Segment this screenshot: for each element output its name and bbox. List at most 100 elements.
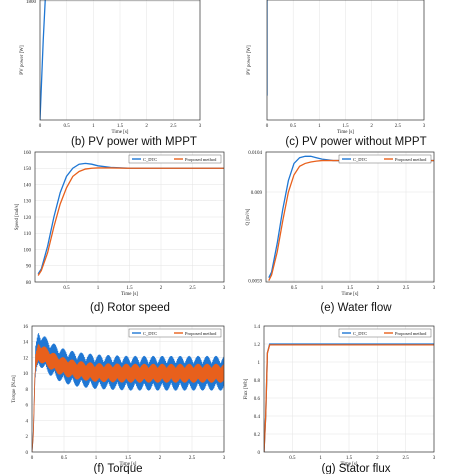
y-tick-label: 0.0104 bbox=[248, 151, 262, 156]
y-axis-label: PV power [W] bbox=[20, 45, 25, 75]
plot-frame bbox=[265, 151, 435, 283]
x-tick-label: 0.5 bbox=[63, 286, 70, 291]
figure-caption: (c) PV power without MPPT bbox=[285, 136, 426, 148]
x-tick-label: 1 bbox=[95, 456, 98, 461]
y-tick-label: 0 bbox=[26, 451, 29, 456]
series-line-proposed-method bbox=[264, 344, 434, 452]
y-tick-label: 0.009 bbox=[251, 191, 263, 196]
legend-label: Proposed method bbox=[185, 157, 217, 162]
y-tick-label: 1.2 bbox=[254, 343, 261, 348]
legend: C_DTC Proposed method bbox=[338, 154, 432, 164]
x-axis-label: Time [s] bbox=[337, 130, 354, 135]
legend: C_DTC Proposed method bbox=[338, 328, 432, 338]
x-tick-label: 1.5 bbox=[125, 456, 132, 461]
x-axis-label: Time [s] bbox=[120, 462, 137, 467]
x-tick-label: 0 bbox=[266, 124, 269, 129]
chart-d: 0.5 1 1.5 2 2.5 3 80 90 100 110 120 130 140 150 160 Tim… bbox=[15, 151, 226, 314]
legend: C_DTC Proposed method bbox=[128, 328, 222, 338]
plot-frame bbox=[39, 0, 201, 121]
x-tick-label: 1.5 bbox=[346, 456, 353, 461]
chart-g: 0.5 1 1.5 2 2.5 3 0 0.2 0.4 0.6 0.8 1 1.2 1.4 Time [s]… bbox=[244, 325, 436, 474]
x-tick-label: 3 bbox=[423, 124, 426, 129]
y-tick-label: 100 bbox=[24, 248, 32, 253]
x-axis-label: Time [s] bbox=[342, 292, 359, 297]
x-tick-label: 2 bbox=[145, 124, 148, 129]
y-axis-label: Torque [N.m] bbox=[12, 375, 17, 403]
x-tick-label: 0.5 bbox=[291, 286, 298, 291]
x-tick-label: 2.5 bbox=[189, 286, 196, 291]
y-tick-label: 120 bbox=[24, 216, 32, 221]
y-tick-label: 0 bbox=[258, 451, 261, 456]
y-tick-label: 6 bbox=[26, 404, 29, 409]
x-tick-label: 2.5 bbox=[395, 124, 402, 129]
y-axis-label: Q [m³/s] bbox=[245, 208, 251, 225]
y-tick-label: 90 bbox=[26, 265, 32, 270]
figure-caption: (e) Water flow bbox=[320, 302, 392, 314]
x-tick-label: 1.5 bbox=[342, 124, 349, 129]
x-tick-label: 3 bbox=[433, 456, 436, 461]
x-tick-label: 0 bbox=[31, 456, 34, 461]
legend: C_DTC Proposed method bbox=[128, 154, 222, 164]
x-tick-label: 2.5 bbox=[403, 456, 410, 461]
x-tick-label: 3 bbox=[433, 286, 436, 291]
y-tick-label: 160 bbox=[24, 151, 32, 156]
y-tick-label: 1 bbox=[258, 361, 261, 366]
legend-label: Proposed method bbox=[395, 331, 427, 336]
x-tick-label: 1 bbox=[318, 124, 321, 129]
chart-e: 0.5 1 1.5 2 2.5 3 0.0104 0.009 0.0059 Time [s] Q [… bbox=[245, 151, 436, 314]
y-tick-label: 150 bbox=[24, 167, 32, 172]
x-tick-label: 2 bbox=[376, 456, 379, 461]
x-tick-label: 1.5 bbox=[126, 286, 133, 291]
y-tick-label: 8 bbox=[26, 388, 29, 393]
x-tick-label: 1 bbox=[97, 286, 100, 291]
x-axis-label: Time [s] bbox=[341, 462, 358, 467]
x-axis-label: Time [s] bbox=[121, 292, 138, 297]
x-tick-label: 2 bbox=[377, 286, 380, 291]
legend-label: C_DTC bbox=[353, 157, 367, 162]
plot-frame bbox=[34, 151, 225, 283]
y-tick-label: 0.4 bbox=[254, 415, 261, 420]
chart-b: 0 0.5 1 1.5 2 2.5 3 1800 Time [s] PV power [W] (b)… bbox=[20, 0, 202, 148]
x-tick-label: 2 bbox=[159, 456, 162, 461]
plot-frame bbox=[263, 325, 435, 453]
y-tick-label: 16 bbox=[23, 325, 29, 330]
y-axis-label: Speed [rad/s] bbox=[15, 203, 20, 230]
plot-frame bbox=[31, 325, 225, 453]
legend-label: C_DTC bbox=[353, 331, 367, 336]
x-tick-label: 0.5 bbox=[290, 124, 297, 129]
x-tick-label: 2.5 bbox=[403, 286, 410, 291]
y-tick-label: 0.2 bbox=[254, 433, 261, 438]
y-tick-label: 0.8 bbox=[254, 379, 261, 384]
x-tick-label: 1 bbox=[319, 456, 322, 461]
y-tick-label: 140 bbox=[24, 183, 32, 188]
y-tick-label: 2 bbox=[26, 435, 29, 440]
plot-frame bbox=[266, 0, 425, 121]
y-tick-label: 0.0059 bbox=[248, 279, 262, 284]
x-tick-label: 1 bbox=[321, 286, 324, 291]
x-tick-label: 2.5 bbox=[189, 456, 196, 461]
x-tick-label: 2 bbox=[370, 124, 373, 129]
y-tick-label: 14 bbox=[23, 341, 29, 346]
y-tick-label: 80 bbox=[26, 281, 32, 286]
chart-f: 0 0.5 1 1.5 2 2.5 3 0 2 4 6 8 10 12 14 16 Time [s] Torque… bbox=[12, 325, 226, 474]
y-axis-label: Flux [Wb] bbox=[244, 378, 249, 399]
series-line-trace bbox=[40, 0, 46, 120]
legend-label: Proposed method bbox=[185, 331, 217, 336]
y-tick-label: 110 bbox=[24, 232, 32, 237]
y-tick-label: 1.4 bbox=[254, 325, 261, 330]
x-tick-label: 0.5 bbox=[61, 456, 68, 461]
y-tick-label: 1800 bbox=[26, 0, 37, 5]
x-tick-label: 2.5 bbox=[170, 124, 177, 129]
y-tick-label: 4 bbox=[26, 419, 29, 424]
x-tick-label: 0.5 bbox=[289, 456, 296, 461]
x-tick-label: 1.5 bbox=[117, 124, 124, 129]
series-line-proposed-method bbox=[32, 343, 224, 452]
figure-caption: (d) Rotor speed bbox=[90, 302, 170, 314]
x-tick-label: 2 bbox=[160, 286, 163, 291]
chart-c: 0 0.5 1 1.5 2 2.5 3 Time [s] PV power [W] (c) PV … bbox=[247, 0, 427, 148]
x-tick-label: 3 bbox=[199, 124, 202, 129]
y-axis-label: PV power [W] bbox=[247, 45, 252, 75]
x-tick-label: 3 bbox=[223, 456, 226, 461]
x-axis-label: Time [s] bbox=[112, 130, 129, 135]
